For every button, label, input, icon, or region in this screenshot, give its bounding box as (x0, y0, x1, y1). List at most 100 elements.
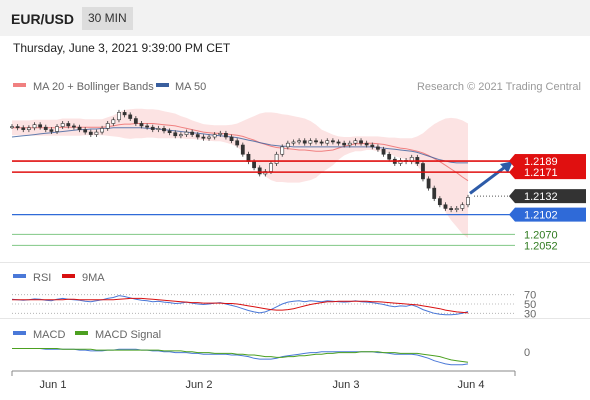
price-candle (330, 138, 335, 145)
price-candle (10, 124, 14, 130)
candle-body (347, 142, 352, 146)
candle-body (111, 119, 116, 124)
price-candle (195, 132, 200, 140)
candle-body (325, 140, 330, 144)
price-candle (387, 151, 392, 162)
pivot-label-box (515, 207, 586, 222)
candle-body (133, 118, 138, 124)
macd-legend-label: MACD (33, 329, 65, 341)
resistance-label-pointer (509, 154, 515, 169)
candle-body (370, 144, 375, 148)
candle-body (105, 123, 110, 129)
price-candle (72, 123, 76, 130)
candle-body (224, 133, 228, 138)
rsi-legend-label: RSI (33, 272, 51, 284)
forecast-arrow-head (500, 161, 513, 174)
macd-panel-divider (0, 318, 590, 319)
price-candle (100, 125, 104, 135)
price-candle (325, 138, 330, 146)
price-candle (426, 176, 431, 191)
resistance-label-box (515, 165, 586, 180)
candle-body (190, 131, 195, 135)
price-candle (224, 130, 228, 140)
candle-body (150, 126, 155, 130)
price-candle (454, 205, 459, 213)
price-candle (94, 129, 99, 138)
price-candle (190, 129, 195, 138)
candle-body (145, 125, 150, 128)
candle-body (314, 140, 318, 143)
time-axis-label: Jun 4 (458, 379, 485, 391)
price-candle (167, 128, 172, 136)
candle-body (195, 134, 200, 138)
resistance-label-pointer (509, 165, 515, 180)
candle-body (77, 126, 82, 130)
candle-body (432, 187, 437, 199)
candle-body (218, 133, 223, 135)
price-candle (319, 139, 324, 146)
price-candle (173, 130, 178, 139)
price-candle (32, 122, 37, 131)
price-candle (314, 138, 318, 145)
candle-body (139, 123, 144, 127)
price-candle (207, 134, 211, 141)
macd-legend-swatch (13, 331, 26, 335)
time-axis-label: Jun 2 (186, 379, 213, 391)
candle-body (173, 132, 178, 137)
time-axis-label: Jun 3 (333, 379, 360, 391)
price-candle (370, 142, 375, 150)
candle-body (330, 140, 335, 143)
support-label: 1.2052 (524, 240, 558, 252)
candle-body (156, 128, 161, 130)
timeframe-button[interactable]: 30 MIN (82, 7, 133, 30)
price-candle (229, 134, 234, 144)
price-candle (460, 202, 465, 211)
candle-body (342, 142, 347, 146)
rsi-level-label: 30 (524, 308, 536, 320)
macd-signal-line (12, 348, 469, 363)
price-candle (77, 124, 82, 133)
candle-body (21, 127, 26, 130)
candle-body (240, 144, 245, 155)
symbol-label: EUR/USD (11, 11, 75, 27)
candle-body (297, 140, 302, 143)
rsi-ma-line (12, 297, 469, 314)
price-level-support: 1.2052 (12, 240, 558, 252)
chart-datetime: Thursday, June 3, 2021 9:39:00 PM CET (13, 41, 231, 55)
candle-body (460, 204, 465, 209)
macd-signal-legend-swatch (75, 331, 88, 335)
candle-body (353, 140, 358, 144)
candle-body (235, 140, 240, 146)
price-candle (347, 140, 352, 148)
bollinger-legend-swatch (13, 83, 26, 87)
candle-body (38, 124, 43, 128)
price-candle (21, 125, 26, 133)
bollinger-middle-line (12, 123, 469, 182)
price-candle (359, 138, 363, 146)
current-price-label: 1.2132 (524, 191, 558, 203)
price-candle (240, 142, 245, 157)
price-candle (156, 125, 161, 133)
candle-body (207, 136, 211, 139)
price-candle (117, 109, 121, 123)
rsi-ma-legend-label: 9MA (82, 272, 105, 284)
price-candle (111, 117, 116, 126)
chart-header: EUR/USD 30 MIN (0, 0, 590, 36)
candle-body (49, 129, 54, 132)
price-candle (122, 109, 127, 118)
candle-body (466, 197, 470, 206)
price-candle (235, 138, 240, 148)
price-candle (212, 132, 217, 140)
candle-body (60, 123, 65, 127)
ma50-line (11, 127, 468, 164)
price-candle (443, 202, 448, 211)
time-axis-label: Jun 1 (40, 379, 67, 391)
price-candle (178, 132, 183, 139)
price-candle (437, 196, 442, 208)
candle-body (302, 140, 307, 144)
price-candle (291, 139, 296, 146)
macd-signal-legend-label: MACD Signal (95, 329, 161, 341)
price-candle (133, 116, 138, 126)
